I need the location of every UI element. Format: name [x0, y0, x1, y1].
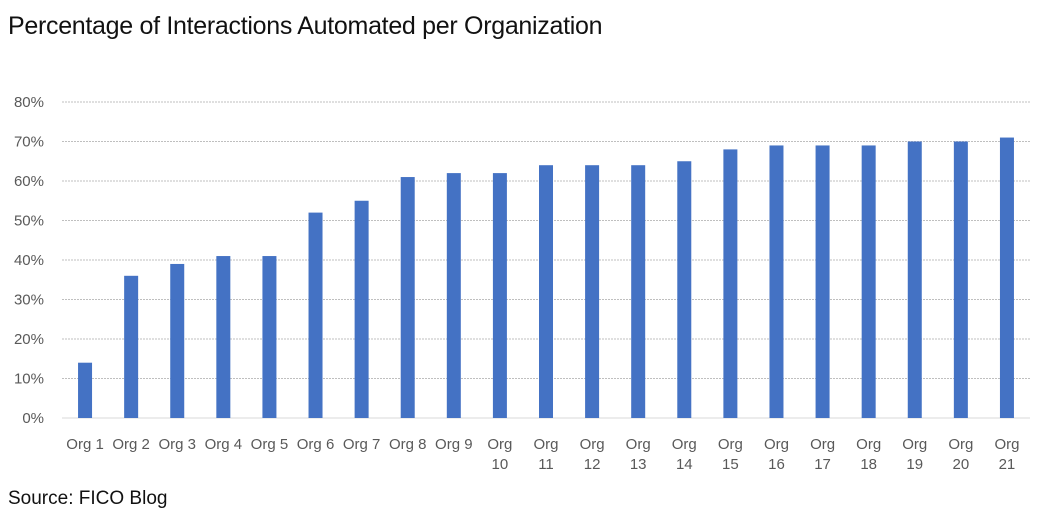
x-tick-label: Org 20	[948, 436, 973, 473]
x-tick-label: Org 19	[902, 436, 927, 473]
bar	[999, 137, 1014, 419]
bar	[953, 141, 968, 418]
bar	[861, 145, 876, 418]
source-note: Source: FICO Blog	[8, 488, 168, 509]
x-tick-label: Org 8	[389, 436, 427, 453]
x-tick-label: Org 11	[533, 436, 558, 473]
bar	[308, 212, 323, 418]
x-tick-label: Org 2	[112, 436, 150, 453]
x-tick-label: Org 17	[810, 436, 835, 473]
y-tick-label: 10%	[14, 371, 44, 388]
y-tick-label: 20%	[14, 331, 44, 348]
y-tick-label: 60%	[14, 173, 44, 190]
x-axis-labels: Org 1 Org 2 Org 3 Org 4 Org 5 Org 6 Org 7 Org 8…	[66, 436, 1019, 473]
bar	[400, 177, 415, 418]
bar	[170, 263, 185, 418]
y-axis-ticks: 0% 10% 20% 30% 40% 50% 60% 70% 80%	[14, 94, 44, 427]
bar	[78, 362, 93, 418]
bar	[677, 161, 692, 418]
x-tick-label: Org 13	[626, 436, 651, 473]
bar	[262, 256, 277, 418]
x-tick-label: Org 10	[487, 436, 512, 473]
x-tick-label: Org 4	[205, 436, 243, 453]
bar	[216, 256, 231, 418]
bars	[78, 137, 1014, 419]
bar	[631, 165, 646, 418]
x-tick-label: Org 21	[994, 436, 1019, 473]
x-tick-label: Org 9	[435, 436, 473, 453]
x-tick-label: Org 3	[158, 436, 196, 453]
bar	[446, 173, 461, 418]
bar	[815, 145, 830, 418]
bar	[585, 165, 600, 418]
x-tick-label: Org 14	[672, 436, 697, 473]
bar	[354, 200, 369, 418]
bar	[492, 173, 507, 418]
y-tick-label: 70%	[14, 134, 44, 151]
x-tick-label: Org 1	[66, 436, 104, 453]
chart-title: Percentage of Interactions Automated per…	[8, 12, 603, 40]
bar	[723, 149, 738, 418]
x-tick-label: Org 7	[343, 436, 381, 453]
bar	[539, 165, 553, 418]
x-tick-label: Org 6	[297, 436, 335, 453]
bar	[124, 275, 139, 418]
y-tick-label: 0%	[22, 410, 44, 427]
y-tick-label: 80%	[14, 94, 44, 111]
bar	[907, 141, 922, 418]
x-tick-label: Org 16	[764, 436, 789, 473]
x-tick-label: Org 5	[251, 436, 289, 453]
y-tick-label: 30%	[14, 292, 44, 309]
x-tick-label: Org 12	[580, 436, 605, 473]
bar	[769, 145, 784, 418]
x-tick-label: Org 18	[856, 436, 881, 473]
x-tick-label: Org 15	[718, 436, 743, 473]
y-tick-label: 50%	[14, 213, 44, 230]
y-tick-label: 40%	[14, 252, 44, 269]
